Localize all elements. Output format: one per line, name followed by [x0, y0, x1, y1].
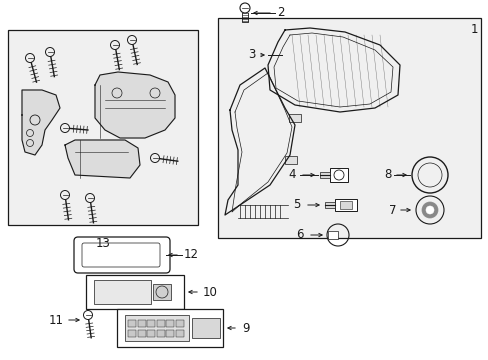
Bar	[137, 330, 145, 337]
Text: 1: 1	[469, 23, 477, 36]
Bar	[325, 202, 334, 208]
Text: 13: 13	[95, 237, 110, 250]
Text: 9: 9	[242, 321, 249, 334]
FancyBboxPatch shape	[94, 280, 151, 304]
Bar	[147, 320, 155, 327]
Bar	[218, 18, 480, 238]
Bar	[147, 330, 155, 337]
Bar	[288, 114, 301, 122]
Bar	[157, 320, 164, 327]
Text: 8: 8	[384, 168, 391, 181]
Circle shape	[425, 206, 433, 214]
Bar	[192, 318, 220, 338]
Polygon shape	[22, 90, 60, 155]
FancyBboxPatch shape	[86, 275, 183, 309]
Bar	[176, 330, 183, 337]
Bar	[153, 284, 171, 300]
Bar	[166, 330, 174, 337]
Text: 7: 7	[387, 203, 395, 216]
Bar	[166, 320, 174, 327]
Text: 12: 12	[183, 248, 199, 261]
Bar	[128, 320, 136, 327]
Bar	[329, 168, 347, 182]
Bar	[8, 30, 198, 225]
Polygon shape	[65, 140, 140, 178]
Bar	[339, 201, 351, 209]
Text: 10: 10	[203, 285, 218, 298]
Text: 6: 6	[296, 229, 304, 242]
Circle shape	[421, 202, 437, 218]
Bar	[137, 320, 145, 327]
Bar	[128, 330, 136, 337]
Text: 4: 4	[288, 168, 295, 181]
Bar	[327, 231, 337, 239]
Text: 11: 11	[49, 314, 64, 327]
FancyBboxPatch shape	[82, 243, 160, 267]
FancyBboxPatch shape	[125, 315, 189, 341]
Text: 2: 2	[276, 6, 284, 19]
FancyBboxPatch shape	[117, 309, 223, 347]
Bar	[319, 172, 329, 178]
Text: 5: 5	[293, 198, 301, 211]
Polygon shape	[95, 72, 175, 138]
Bar	[157, 330, 164, 337]
Text: 3: 3	[248, 49, 256, 62]
Bar	[285, 156, 296, 164]
FancyBboxPatch shape	[74, 237, 170, 273]
Bar	[176, 320, 183, 327]
Bar	[334, 199, 356, 211]
